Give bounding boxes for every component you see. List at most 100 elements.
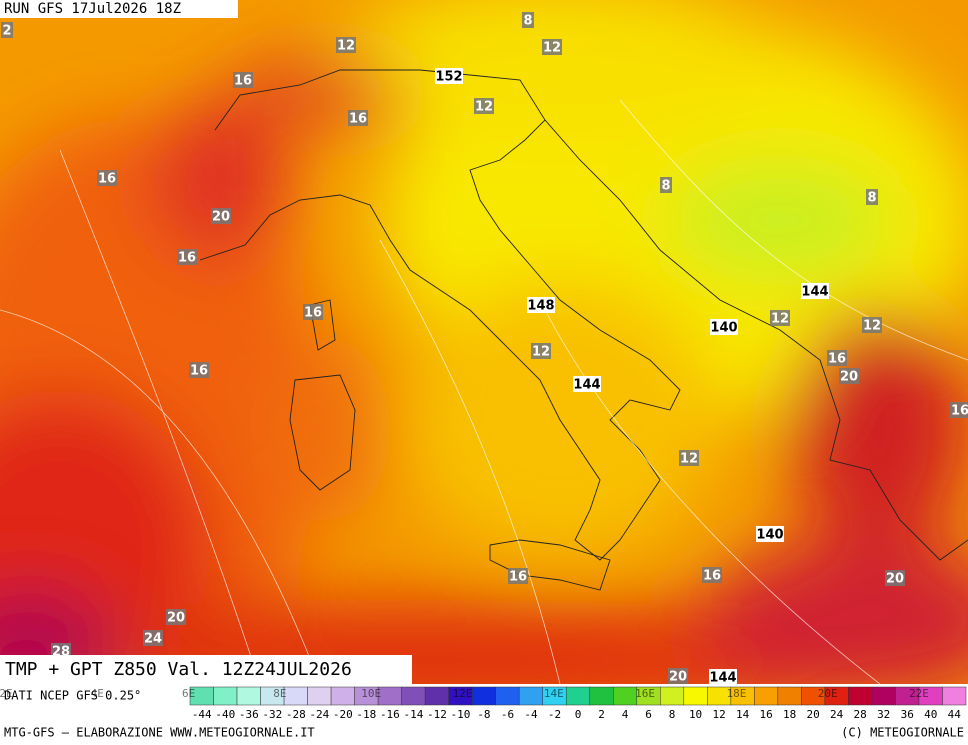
label-box [950, 402, 968, 418]
contour-label: 12 [771, 312, 789, 327]
coast-balkans [544, 119, 968, 561]
isoline [379, 239, 561, 684]
contour-label: 12 [337, 39, 355, 54]
colorbar-tick-label: -18 [356, 708, 376, 721]
contour-label: 152 [435, 70, 462, 85]
contour-label: 20 [886, 572, 904, 587]
colorbar-box [213, 686, 238, 706]
run-box [0, 0, 238, 18]
colorbar-tick-label: 40 [924, 708, 937, 721]
colorbar-box [495, 686, 520, 706]
contour-label: 16 [703, 569, 721, 584]
label-box [233, 72, 253, 88]
colorbar-box [589, 686, 614, 706]
colorbar-box [236, 686, 261, 706]
contour-label: 140 [756, 528, 783, 543]
contour-label: 16 [951, 404, 968, 419]
contour-label: 140 [710, 321, 737, 336]
label-box [189, 362, 209, 378]
contour-label: 16 [349, 112, 367, 127]
colorbar-box [754, 686, 779, 706]
colorbar-box [330, 686, 355, 706]
label-box [770, 310, 790, 326]
contour-label: 12 [680, 452, 698, 467]
longitude-label: 12E [453, 687, 473, 700]
contour-label: 12 [543, 41, 561, 56]
colorbar-tick-label: -4 [524, 708, 538, 721]
colorbar-tick-label: -36 [239, 708, 259, 721]
geopotential-isolines [0, 99, 968, 684]
contour-label: 8 [867, 191, 876, 206]
colorbar-tick-label: 6 [645, 708, 652, 721]
coast-sardinia [289, 374, 356, 491]
colorbar-box [565, 686, 591, 706]
contour-label: 148 [527, 299, 554, 314]
colorbar-tick-label: 24 [830, 708, 844, 721]
contour-label: 12 [863, 319, 881, 334]
label-box [348, 110, 368, 126]
label-box [839, 368, 859, 384]
colorbar-tick-label: 12 [712, 708, 725, 721]
label-box [531, 343, 551, 359]
contour-label: 24 [144, 632, 162, 647]
contour-label: 20 [840, 370, 858, 385]
label-box [166, 609, 186, 625]
source-label: DATI NCEP GFS 0.25° [4, 689, 141, 703]
colorbar-tick-label: 2 [598, 708, 605, 721]
contour-label: 16 [509, 570, 527, 585]
label-box [702, 567, 722, 583]
colorbar-box [777, 686, 802, 706]
longitude-label: 10E [361, 687, 381, 700]
label-box [435, 68, 463, 84]
contour-label: 8 [523, 14, 532, 29]
colorbar-tick-label: -14 [403, 708, 423, 721]
longitude-label: 22E [909, 687, 929, 700]
contour-label: 16 [234, 74, 252, 89]
label-box [827, 350, 847, 366]
isoline [0, 309, 321, 684]
colorbar-box [283, 686, 308, 706]
contour-label: 16 [98, 172, 116, 187]
footer-left: MTG-GFS – ELABORAZIONE WWW.METEOGIORNALE… [4, 726, 315, 740]
contour-label: 16 [828, 352, 846, 367]
label-box [522, 12, 534, 28]
colorbar-tick-label: 36 [901, 708, 914, 721]
longitude-label: 6E [182, 687, 195, 700]
colorbar-box [613, 686, 638, 706]
colorbar-box [871, 686, 896, 706]
contour-label: 16 [178, 251, 196, 266]
label-box [527, 297, 555, 313]
colorbar-box [377, 686, 402, 706]
colorbar-tick-label: 44 [948, 708, 962, 721]
colorbar-tick-label: -24 [309, 708, 329, 721]
coastlines [199, 69, 968, 591]
colorbar-tick-label: 8 [669, 708, 676, 721]
colorbar-box [848, 686, 873, 706]
contour-label: 20 [669, 670, 687, 685]
label-box [668, 668, 688, 684]
isoline [619, 99, 968, 361]
colorbar: -44 -40 -36 -32 -28 -24 -20 -18 -16 -14 -12 -10 -8 -6… [0, 686, 967, 721]
contour-label: 144 [801, 285, 828, 300]
contour-label: 16 [304, 306, 322, 321]
label-box [885, 570, 905, 586]
longitude-label: 20E [818, 687, 838, 700]
longitude-label: 16E [635, 687, 655, 700]
colorbar-tick-label: -20 [333, 708, 353, 721]
label-box [143, 630, 163, 646]
map-field: 2 8 12 12 16 152 12 16 16 8 8 20 16 148 144 16 140 12 12 12… [0, 0, 968, 685]
colorbar-tick-label: -28 [286, 708, 306, 721]
colorbar-tick-label: -12 [427, 708, 447, 721]
label-box [508, 568, 528, 584]
longitude-label: 2E [0, 687, 13, 700]
longitude-label: 14E [544, 687, 564, 700]
footer-right: (C) METEOGIORNALE [841, 726, 964, 740]
colorbar-tick-label: -32 [262, 708, 282, 721]
colorbar-box [307, 686, 332, 706]
label-box [1, 22, 13, 38]
colorbar-tick-label: -2 [548, 708, 561, 721]
label-box [801, 283, 829, 299]
label-box [474, 98, 494, 114]
